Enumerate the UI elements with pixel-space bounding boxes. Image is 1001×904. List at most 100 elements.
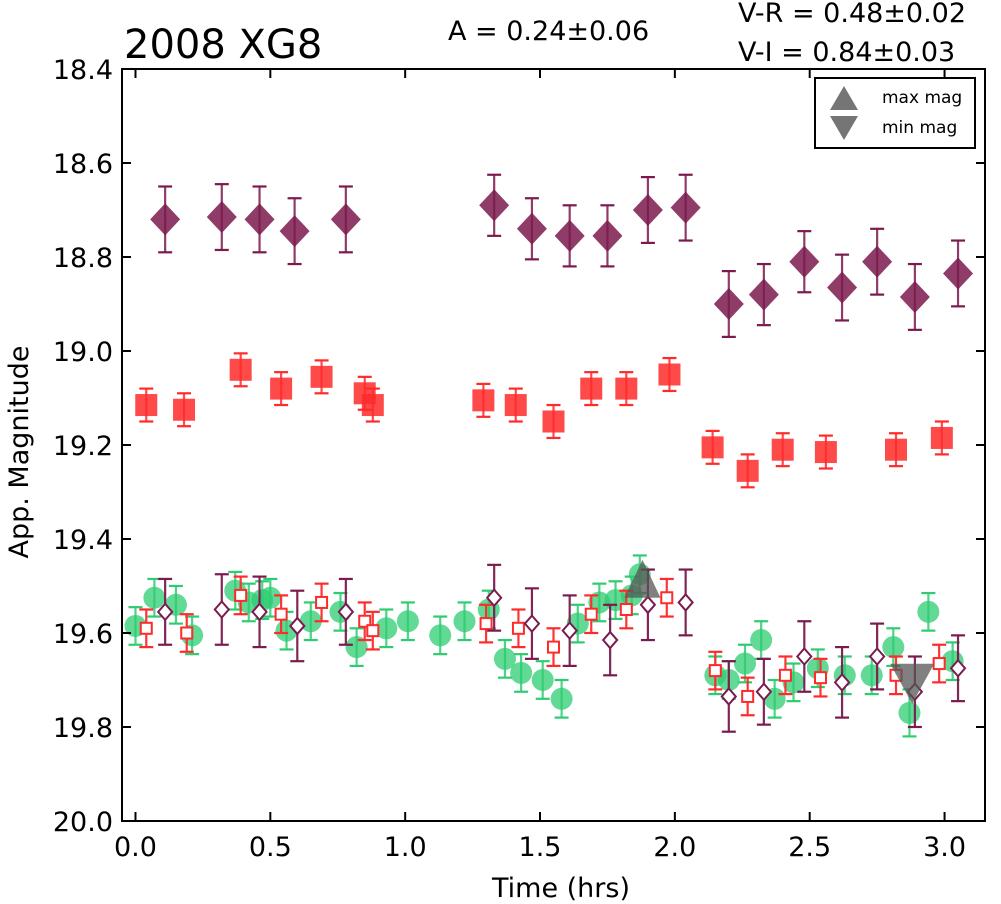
data-point <box>531 669 554 691</box>
y-tick-label: 19.6 <box>53 619 113 650</box>
data-point <box>453 610 476 633</box>
data-point <box>561 621 579 641</box>
y-tick-label: 20.0 <box>53 807 113 838</box>
series-diamond-filled <box>150 173 974 338</box>
data-point <box>580 377 603 400</box>
data-point <box>660 591 674 605</box>
data-point <box>789 245 820 278</box>
data-point <box>720 686 738 706</box>
x-tick-label: 3.0 <box>923 832 966 863</box>
data-point <box>677 592 694 612</box>
color-index-vr: V-R = 0.48±0.02 <box>738 0 966 29</box>
data-point <box>748 278 779 311</box>
data-point <box>542 410 565 433</box>
data-point <box>299 610 322 633</box>
data-point <box>511 621 525 635</box>
data-point <box>229 358 252 381</box>
color-index-vi: V-I = 0.84±0.03 <box>738 37 955 68</box>
data-point <box>943 257 974 290</box>
max-mag-marker <box>624 559 661 598</box>
data-point <box>932 657 946 671</box>
data-point <box>279 215 310 248</box>
data-point <box>917 600 940 623</box>
x-tick-label: 1.5 <box>519 832 562 863</box>
series-square-open <box>139 575 947 717</box>
chart-title: 2008 XG8 <box>124 22 322 68</box>
legend-min-mag-icon <box>830 116 858 140</box>
data-point <box>868 646 886 667</box>
series-diamond-open <box>156 563 967 733</box>
legend-min-mag-label: min mag <box>882 118 957 138</box>
data-point <box>510 661 533 684</box>
data-point <box>345 636 368 659</box>
y-tick-label: 19.0 <box>53 337 113 368</box>
axis-ticks: 0.0 0.5 1.0 1.5 2.0 2.5 3.0 18.4 18.6 18.8 19.0 19.… <box>53 55 985 863</box>
x-tick-label: 2.5 <box>788 832 831 863</box>
data-point <box>479 189 510 222</box>
data-point <box>827 271 858 304</box>
data-point <box>733 652 756 675</box>
data-point <box>862 245 893 278</box>
legend-max-mag-label: max mag <box>882 88 962 108</box>
data-point <box>244 203 275 236</box>
x-axis-label: Time (hrs) <box>491 873 630 904</box>
data-point <box>882 636 905 659</box>
legend: max mag min mag <box>814 77 976 149</box>
data-point <box>736 459 759 482</box>
data-point <box>259 586 282 609</box>
y-tick-label: 19.4 <box>53 525 113 556</box>
x-tick-label: 0.5 <box>249 832 292 863</box>
data-point <box>330 203 361 236</box>
data-point <box>270 377 293 400</box>
data-point <box>429 624 452 647</box>
x-tick-label: 2.0 <box>653 832 696 863</box>
data-point <box>213 599 231 620</box>
data-point <box>504 394 527 417</box>
x-tick-label: 0.0 <box>114 832 157 863</box>
data-point <box>833 672 851 692</box>
y-tick-label: 19.2 <box>53 431 113 462</box>
data-point <box>173 398 196 421</box>
data-point <box>206 201 237 234</box>
data-point <box>493 647 516 670</box>
data-point <box>860 664 883 687</box>
data-point <box>274 607 288 621</box>
data-point <box>361 394 384 417</box>
data-point <box>741 689 755 703</box>
data-point <box>771 438 794 461</box>
data-point <box>708 664 722 678</box>
amplitude-label: A = 0.24±0.06 <box>448 16 649 47</box>
data-point <box>251 602 268 622</box>
data-point <box>670 191 701 224</box>
extrema-markers <box>624 559 935 704</box>
series-square-filled <box>135 352 953 489</box>
y-tick-label: 18.4 <box>53 55 113 86</box>
data-point <box>234 588 248 602</box>
data-point <box>523 614 541 634</box>
data-point <box>358 614 372 628</box>
y-tick-label: 19.8 <box>53 713 113 744</box>
data-point <box>366 624 380 638</box>
data-point <box>778 668 792 682</box>
data-point <box>584 607 598 621</box>
data-point <box>898 701 921 724</box>
data-point <box>156 602 174 622</box>
min-mag-marker <box>890 663 935 704</box>
data-point <box>396 610 419 633</box>
data-point <box>615 377 638 400</box>
data-point <box>180 626 194 640</box>
data-point <box>472 389 495 412</box>
data-point <box>639 595 657 615</box>
data-point <box>619 603 633 616</box>
data-point <box>143 586 166 609</box>
data-point <box>632 194 663 226</box>
y-tick-label: 18.8 <box>53 243 113 274</box>
data-point <box>550 687 573 710</box>
data-point <box>713 288 744 320</box>
data-point <box>814 441 837 464</box>
plot-area <box>124 173 974 738</box>
data-point <box>310 365 333 388</box>
data-point <box>375 617 398 640</box>
data-point <box>139 621 153 635</box>
data-point <box>813 671 827 685</box>
